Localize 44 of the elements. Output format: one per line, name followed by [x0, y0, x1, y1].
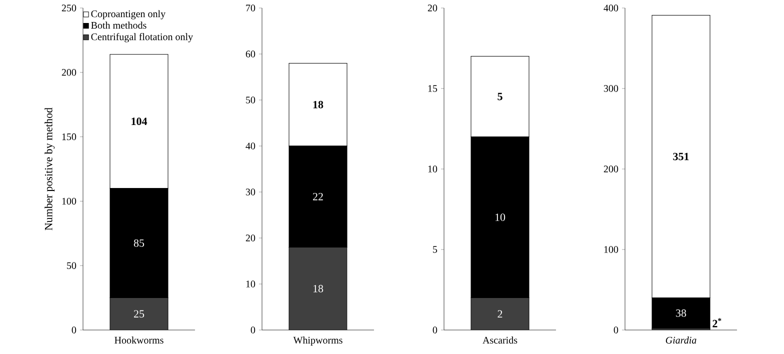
- y-tick-label: 0: [614, 326, 618, 334]
- y-tick-label: 20: [246, 234, 256, 242]
- data-label: 104: [132, 118, 148, 126]
- y-tick-label: 100: [604, 246, 618, 253]
- y-tick-label: 10: [428, 166, 438, 172]
- y-tick-label: 0: [250, 326, 256, 334]
- y-tick-label: 30: [246, 188, 256, 196]
- data-label: 2$^{*}$: [712, 318, 722, 328]
- data-label: 2: [498, 310, 502, 318]
- y-tick-label: 15: [428, 85, 438, 92]
- y-tick-label: 10: [246, 280, 256, 288]
- y-tick-label: 40: [246, 142, 256, 150]
- y-tick-label: 5: [433, 246, 438, 253]
- y-tick-label: 400: [604, 4, 618, 12]
- x-tick-label: Giardia: [666, 336, 696, 344]
- legend-label: Centrifugal flotation only: [91, 33, 194, 42]
- y-axis-title: Number positive by method: [44, 108, 55, 230]
- y-tick-label: 50: [246, 96, 256, 104]
- data-label: 18: [313, 100, 324, 108]
- data-label: 38: [676, 309, 686, 317]
- y-tick-label: 50: [67, 262, 76, 269]
- y-tick-label: 200: [62, 69, 76, 76]
- y-tick-label: 200: [604, 166, 618, 172]
- y-tick-label: 0: [432, 326, 438, 334]
- y-tick-label: 300: [604, 85, 618, 92]
- y-tick-label: 0: [72, 326, 76, 334]
- x-tick-label: Whipworms: [293, 336, 342, 346]
- y-tick-label: 70: [246, 4, 256, 12]
- data-label: 10: [495, 214, 506, 222]
- data-label: 22: [312, 192, 323, 200]
- x-tick-label: Ascarids: [482, 336, 518, 344]
- data-label: 5: [498, 92, 502, 100]
- data-label: 351: [673, 152, 689, 160]
- x-tick-label: Hookworms: [114, 336, 164, 344]
- legend-label: Coproantigen only: [91, 10, 166, 20]
- data-label: 85: [134, 239, 144, 247]
- y-tick-label: 60: [246, 50, 256, 58]
- y-tick-label: 100: [62, 198, 76, 205]
- legend-label: Both methods: [91, 22, 146, 29]
- data-label: 18: [313, 284, 324, 292]
- y-tick-label: 20: [428, 4, 438, 12]
- y-tick-label: 150: [62, 133, 76, 140]
- data-label: 25: [134, 310, 144, 318]
- y-tick-label: 250: [62, 4, 76, 12]
